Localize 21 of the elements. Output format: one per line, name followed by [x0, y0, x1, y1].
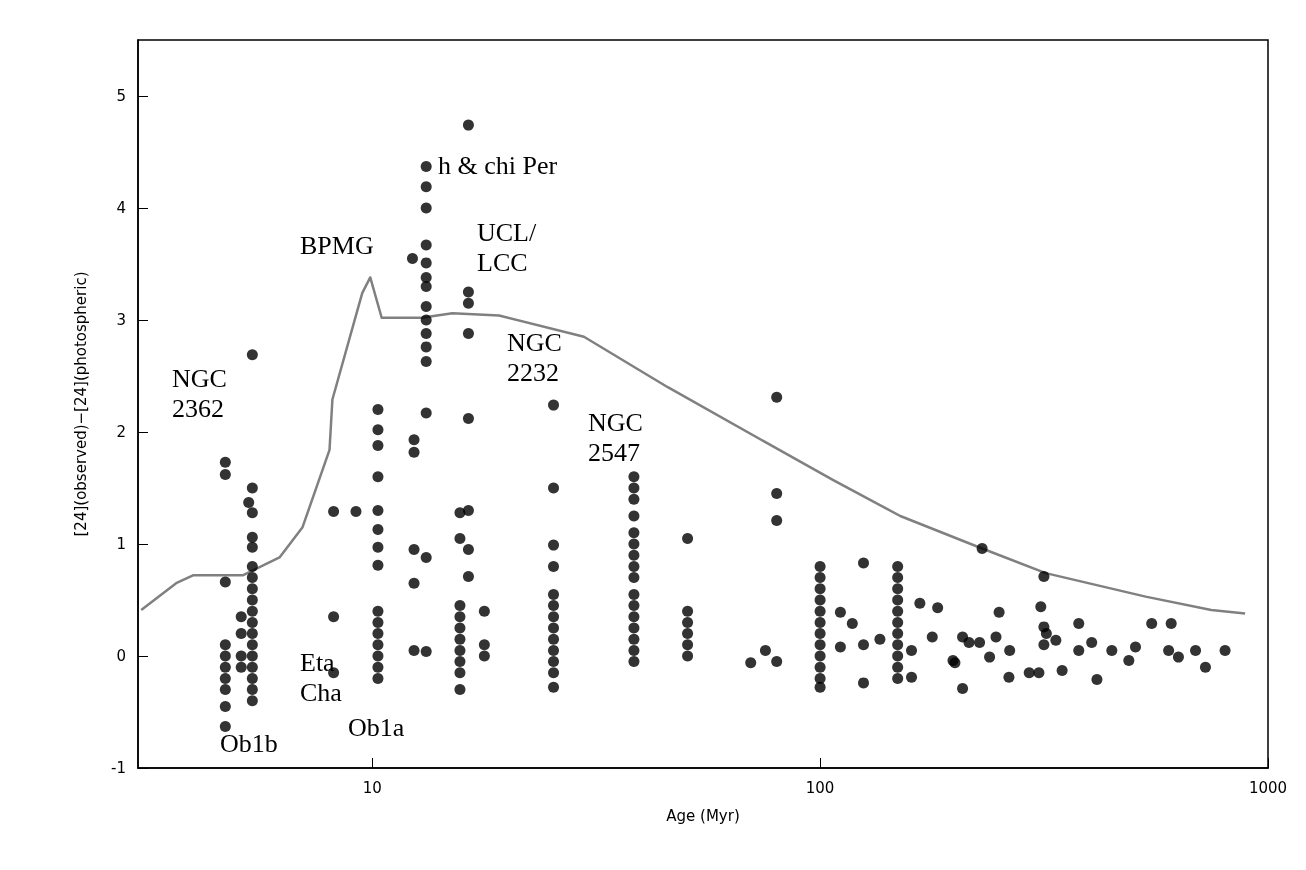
- y-tick-label: 0: [116, 647, 126, 665]
- y-tick-label: 1: [116, 535, 126, 553]
- y-tick-label: 4: [116, 199, 126, 217]
- annotation: Eta Cha: [300, 647, 343, 707]
- annotation: h & chi Per: [438, 150, 558, 180]
- annotation: NGC 2547: [588, 407, 643, 467]
- y-tick-label: 5: [116, 87, 126, 105]
- annotation: Ob1a: [348, 712, 405, 742]
- x-axis-title: Age (Myr): [666, 806, 740, 825]
- x-tick-label: 100: [805, 778, 835, 797]
- y-tick-label: 2: [116, 423, 126, 441]
- annotation: NGC 2362: [172, 363, 227, 423]
- annotation: UCL/ LCC: [477, 217, 537, 277]
- annotation: BPMG: [300, 230, 374, 260]
- y-axis-title: [24](observed)−[24](photospheric): [71, 271, 90, 537]
- annotation: NGC 2232: [507, 327, 562, 387]
- annotation: Ob1b: [220, 728, 278, 758]
- y-tick-label: -1: [111, 759, 126, 777]
- y-tick-label: 3: [116, 311, 126, 329]
- x-tick-label: 10: [362, 778, 382, 797]
- x-tick-label: 1000: [1248, 778, 1288, 797]
